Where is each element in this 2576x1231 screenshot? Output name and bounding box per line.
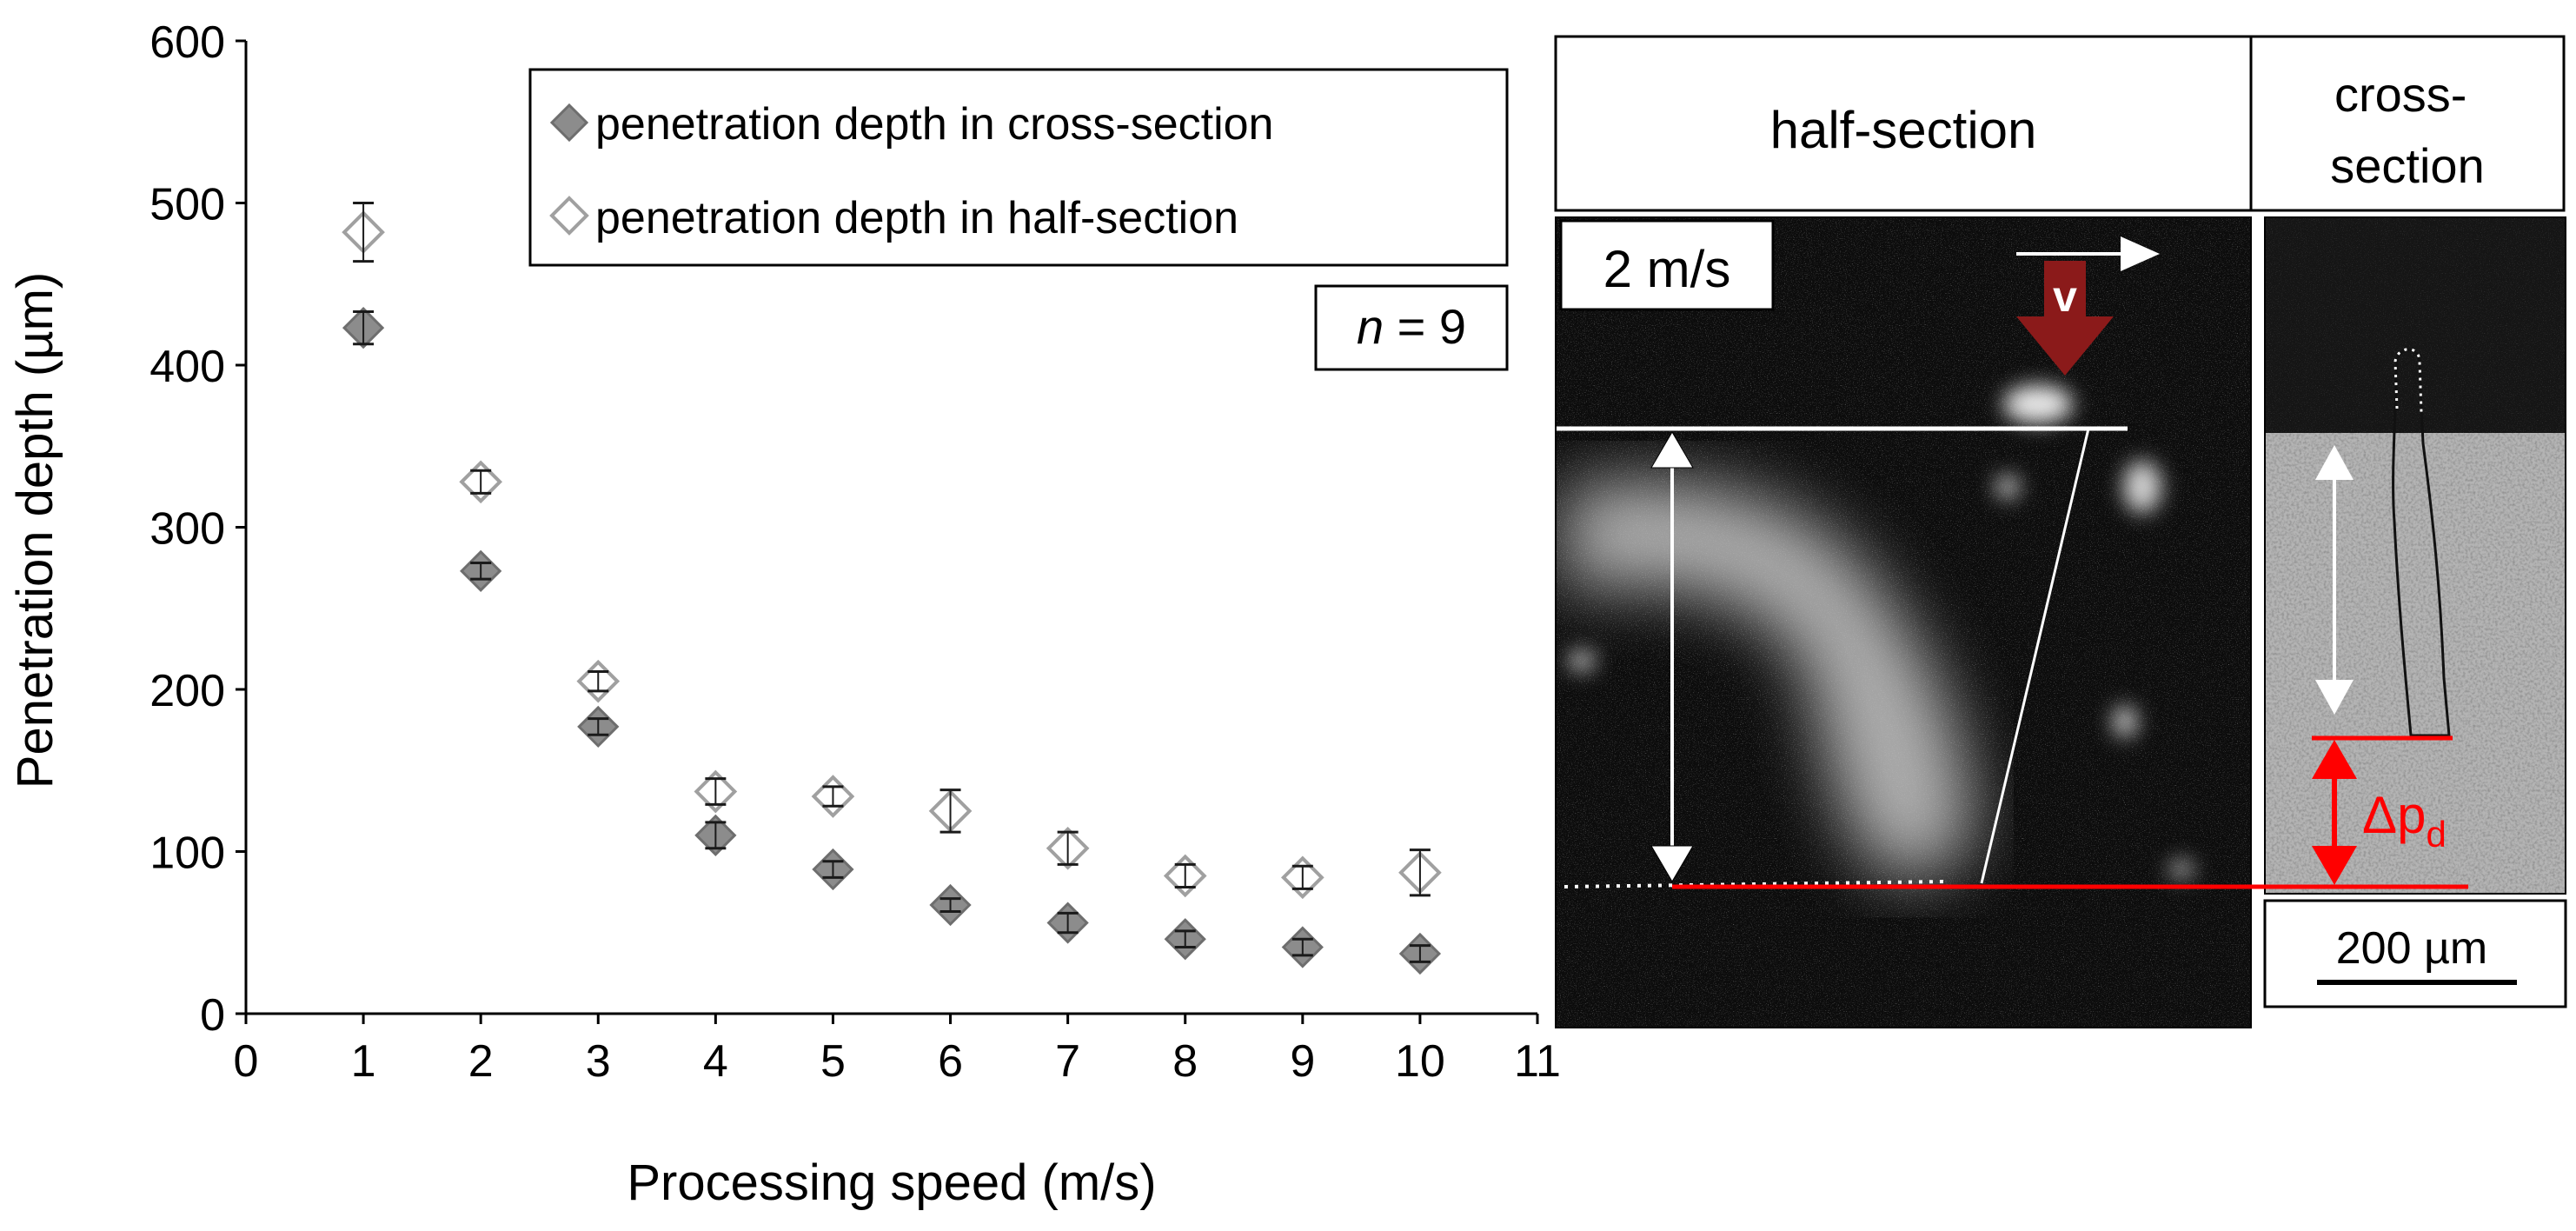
y-ticks: 0 100 200 300 400 500 600 <box>149 17 246 1041</box>
x-tick-label: 2 <box>468 1036 494 1087</box>
half-section-depth-arrow <box>1650 431 1694 882</box>
half-section-error-bar <box>353 202 375 263</box>
cross-section-error-bar <box>705 821 727 850</box>
y-tick-label: 500 <box>149 180 225 230</box>
x-tick-label: 11 <box>1514 1036 1561 1087</box>
cross-section-image: Δpd <box>2265 217 2566 894</box>
half-section-error-bar <box>1409 848 1431 897</box>
y-axis-label: Penetration depth (µm) <box>7 272 63 789</box>
scale-bar-box <box>2263 899 2567 1008</box>
cross-section-label: cross- section <box>2330 67 2484 193</box>
half-section-label: half-section <box>1770 101 2037 159</box>
cross-section-error-bar <box>1409 944 1431 963</box>
legend-label-half-section: penetration depth in half-section <box>595 193 1238 243</box>
cross-section-label-line: cross- <box>2334 67 2466 122</box>
cross-section-header <box>2249 35 2566 212</box>
sample-size-box <box>1314 284 1509 371</box>
svg-text:n = 9: n = 9 <box>1357 299 1466 354</box>
speed-label-box <box>1559 219 1775 311</box>
x-tick-label: 1 <box>351 1036 376 1087</box>
x-tick-label: 6 <box>938 1036 963 1087</box>
x-ticks: 0 1 2 3 4 5 6 7 8 9 10 11 <box>234 1014 1561 1087</box>
x-tick-label: 7 <box>1055 1036 1080 1087</box>
direction-arrow <box>2016 236 2160 271</box>
cross-section-error-bar <box>1057 911 1079 935</box>
sample-size-n: n <box>1357 299 1384 354</box>
half-section-error-bar <box>1291 864 1313 890</box>
y-tick-label: 300 <box>149 504 225 555</box>
delta-subscript: d <box>2426 814 2446 855</box>
micrograph-panel: half-section cross- section <box>1554 35 2567 1028</box>
x-tick-label: 0 <box>234 1036 259 1087</box>
cross-section-depth-arrow <box>2315 445 2354 715</box>
cross-section-label-line: section <box>2330 138 2484 193</box>
half-section-image: v 2 m/s <box>1556 217 2251 1028</box>
y-tick-label: 100 <box>149 828 225 879</box>
weld-top-dotted <box>2393 348 2423 413</box>
scale-bar-label: 200 µm <box>2336 923 2487 974</box>
cross-section-frame <box>2264 216 2566 895</box>
y-tick-label: 0 <box>200 990 225 1041</box>
half-section-error-bar <box>470 469 492 495</box>
legend-box <box>528 68 1509 267</box>
delta-depth-arrow <box>2312 740 2357 885</box>
half-section-error-bar <box>1057 830 1079 866</box>
cross-section-error-bar <box>822 860 844 879</box>
cross-section-error-bar <box>1174 929 1196 949</box>
x-tick-label: 5 <box>820 1036 846 1087</box>
half-section-header <box>1554 35 2253 212</box>
laser-velocity-arrow: v <box>2016 261 2114 376</box>
half-section-frame <box>1555 216 2252 1028</box>
half-section-error-bar <box>588 669 609 693</box>
x-tick-label: 10 <box>1395 1036 1445 1087</box>
half-section-error-bar <box>822 785 844 808</box>
cross-section-error-bar <box>1291 937 1313 957</box>
weld-outline <box>2392 349 2451 737</box>
speed-label: 2 m/s <box>1603 240 1731 298</box>
legend-marker-cross-section <box>549 103 589 143</box>
half-section-error-bar <box>939 789 961 834</box>
x-tick-label: 3 <box>586 1036 611 1087</box>
x-tick-label: 8 <box>1172 1036 1198 1087</box>
cross-section-error-bar <box>939 897 961 914</box>
x-axis-label: Processing speed (m/s) <box>627 1154 1156 1211</box>
velocity-label: v <box>2053 272 2077 321</box>
half-section-error-bar <box>705 777 727 806</box>
x-tick-label: 9 <box>1290 1036 1315 1087</box>
y-tick-label: 200 <box>149 666 225 716</box>
cross-section-error-bar <box>353 309 375 346</box>
x-tick-label: 4 <box>703 1036 728 1087</box>
delta-depth-label: Δpd <box>2362 786 2447 855</box>
half-section-error-bar <box>1174 862 1196 889</box>
sample-size-value: = 9 <box>1384 299 1466 354</box>
sample-size-annotation: n = 9 <box>1314 284 1509 371</box>
legend-label-cross-section: penetration depth in cross-section <box>595 99 1273 150</box>
cross-section-error-bar <box>470 562 492 581</box>
legend: penetration depth in cross-section penet… <box>528 68 1509 267</box>
legend-marker-half-section <box>549 196 589 236</box>
melt-front-line <box>1980 428 2090 884</box>
cross-section-error-bar <box>588 717 609 736</box>
y-tick-label: 600 <box>149 17 225 68</box>
data-markers <box>342 202 1442 975</box>
penetration-depth-chart: 0 100 200 300 400 500 600 0 1 2 3 4 5 6 7 8 9 10 11 Penet… <box>7 17 1561 1211</box>
y-tick-label: 400 <box>149 342 225 392</box>
dotted-depth-line <box>1564 880 1948 888</box>
delta-symbol: Δp <box>2362 786 2426 844</box>
